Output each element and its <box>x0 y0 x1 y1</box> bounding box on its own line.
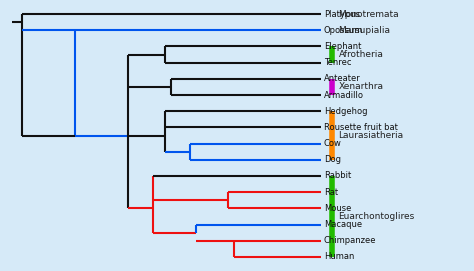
Text: Human: Human <box>324 252 354 262</box>
Text: Chimpanzee: Chimpanzee <box>324 236 376 245</box>
Text: Rat: Rat <box>324 188 338 197</box>
Text: Platypus: Platypus <box>324 9 360 19</box>
Text: Tenrec: Tenrec <box>324 58 351 67</box>
Text: Marsupialia: Marsupialia <box>338 26 391 35</box>
Text: Xenarthra: Xenarthra <box>338 82 383 91</box>
Text: Elephant: Elephant <box>324 42 361 51</box>
Text: Macaque: Macaque <box>324 220 362 229</box>
Text: Cow: Cow <box>324 139 342 148</box>
Text: Armadillo: Armadillo <box>324 91 364 99</box>
Text: Afrotheria: Afrotheria <box>338 50 383 59</box>
Text: Mouse: Mouse <box>324 204 351 213</box>
Text: Laurasiatheria: Laurasiatheria <box>338 131 404 140</box>
Text: Opossum: Opossum <box>324 26 363 35</box>
Text: Euarchontoglires: Euarchontoglires <box>338 212 415 221</box>
Text: Rousette fruit bat: Rousette fruit bat <box>324 123 398 132</box>
Text: Monotremata: Monotremata <box>338 9 399 19</box>
Text: Dog: Dog <box>324 155 341 164</box>
Text: Hedgehog: Hedgehog <box>324 107 367 116</box>
Text: Rabbit: Rabbit <box>324 172 351 180</box>
Text: Anteater: Anteater <box>324 74 361 83</box>
